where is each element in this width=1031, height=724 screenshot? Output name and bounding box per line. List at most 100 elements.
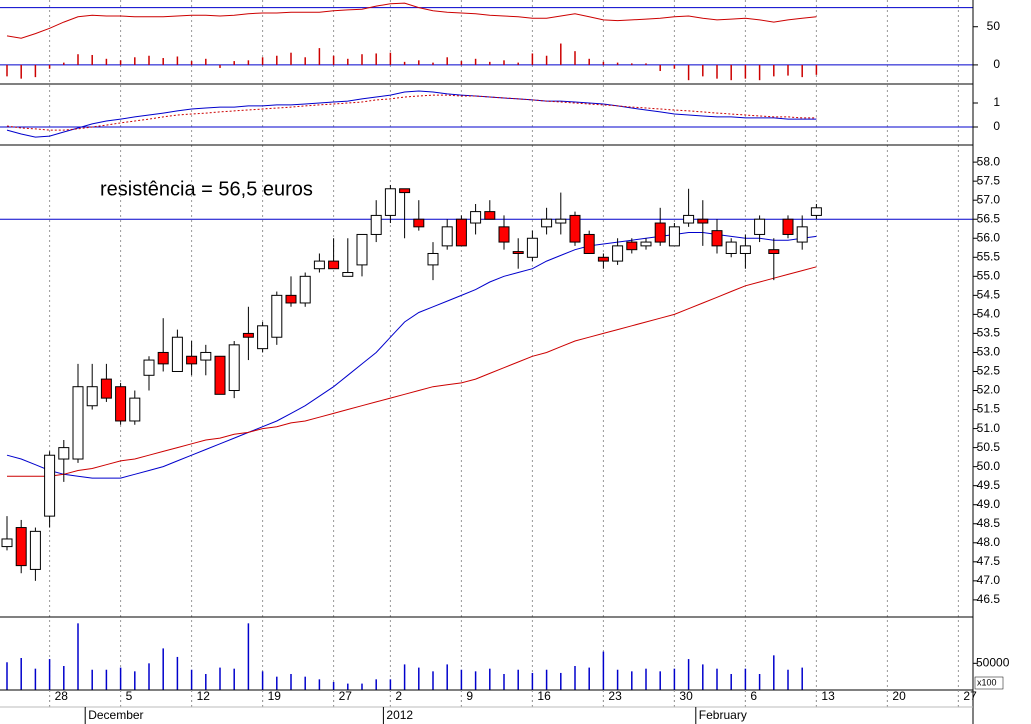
y-tick-label: 1 bbox=[993, 95, 1000, 109]
y-tick-label: 48.0 bbox=[977, 535, 1001, 549]
candle-body bbox=[129, 397, 141, 422]
candle-body bbox=[257, 325, 269, 350]
candle-body bbox=[115, 386, 127, 422]
y-tick-label: 50.5 bbox=[977, 440, 1001, 454]
x-tick-label: 27 bbox=[339, 689, 353, 703]
candle-body bbox=[512, 251, 524, 254]
candle-body bbox=[186, 355, 198, 365]
x-tick-label: 23 bbox=[608, 689, 622, 703]
x-tick-label: 13 bbox=[821, 689, 835, 703]
y-tick-label: 0 bbox=[993, 57, 1000, 71]
candle-body bbox=[313, 260, 325, 270]
y-tick-label: 56.5 bbox=[977, 211, 1001, 225]
candle-body bbox=[299, 275, 311, 304]
candle-body bbox=[555, 218, 567, 224]
month-label: February bbox=[699, 708, 747, 722]
y-tick-label: 51.5 bbox=[977, 402, 1001, 416]
x-tick-label: 16 bbox=[537, 689, 551, 703]
x-tick-label: 27 bbox=[963, 689, 977, 703]
y-tick-label: 51.0 bbox=[977, 421, 1001, 435]
candle-body bbox=[612, 245, 624, 262]
candle-body bbox=[697, 218, 709, 224]
candle-body bbox=[470, 211, 482, 224]
month-label: 2012 bbox=[386, 708, 413, 722]
candle-body bbox=[754, 218, 766, 235]
candle-body bbox=[214, 355, 226, 395]
candle-body bbox=[683, 214, 695, 224]
x-tick-label: 28 bbox=[55, 689, 69, 703]
candle-body bbox=[782, 218, 794, 235]
candle-body bbox=[44, 454, 56, 517]
candle-body bbox=[455, 218, 467, 247]
candle-body bbox=[654, 222, 666, 243]
unit-box bbox=[974, 676, 1004, 690]
candle-body bbox=[171, 336, 183, 372]
candle-body bbox=[86, 386, 98, 407]
line bbox=[6, 90, 817, 138]
candle-body bbox=[768, 249, 780, 254]
unit-label: x100 bbox=[977, 677, 997, 687]
candle-body bbox=[626, 241, 638, 251]
candle-body bbox=[58, 447, 70, 460]
candle-body bbox=[399, 188, 411, 194]
line bbox=[6, 232, 817, 479]
candle-body bbox=[640, 241, 652, 247]
candle-body bbox=[100, 378, 112, 399]
y-tick-label: 54.5 bbox=[977, 288, 1001, 302]
x-tick-label: 30 bbox=[679, 689, 693, 703]
y-tick-label: 46.5 bbox=[977, 592, 1001, 606]
y-tick-label: 53.0 bbox=[977, 345, 1001, 359]
candle-body bbox=[441, 226, 453, 247]
candle-body bbox=[526, 237, 538, 258]
candle-body bbox=[72, 386, 84, 460]
x-tick-label: 6 bbox=[750, 689, 757, 703]
x-tick-label: 19 bbox=[268, 689, 282, 703]
candle-body bbox=[484, 211, 496, 220]
y-tick-label: 52.5 bbox=[977, 364, 1001, 378]
x-tick-label: 12 bbox=[197, 689, 211, 703]
y-tick-label: 55.0 bbox=[977, 268, 1001, 282]
y-tick-label: 0 bbox=[993, 119, 1000, 133]
candle-body bbox=[228, 344, 240, 392]
y-tick-label: 47.5 bbox=[977, 554, 1001, 568]
candle-body bbox=[597, 256, 609, 262]
y-tick-label: 58.0 bbox=[977, 154, 1001, 168]
y-tick-label: 50 bbox=[987, 19, 1001, 33]
line bbox=[7, 266, 817, 477]
candle-body bbox=[427, 252, 439, 266]
candle-body bbox=[384, 188, 396, 216]
y-tick-label: 53.5 bbox=[977, 326, 1001, 340]
y-tick-label: 57.0 bbox=[977, 192, 1001, 206]
candle-body bbox=[583, 233, 595, 254]
y-tick-label: 50000 bbox=[976, 656, 1010, 670]
line bbox=[6, 94, 817, 131]
candle-body bbox=[541, 218, 553, 228]
y-tick-label: 50.0 bbox=[977, 459, 1001, 473]
y-tick-label: 48.5 bbox=[977, 516, 1001, 530]
y-tick-label: 49.5 bbox=[977, 478, 1001, 492]
candle-body bbox=[242, 332, 254, 338]
candle-body bbox=[1, 538, 13, 548]
y-tick-label: 52.0 bbox=[977, 383, 1001, 397]
candle-body bbox=[15, 527, 27, 567]
candle-body bbox=[413, 218, 425, 228]
candle-body bbox=[569, 214, 581, 243]
y-tick-label: 49.0 bbox=[977, 497, 1001, 511]
candle-body bbox=[370, 214, 382, 235]
candle-body bbox=[725, 241, 737, 254]
candle-body bbox=[29, 530, 41, 570]
candle-body bbox=[711, 230, 723, 247]
candle-body bbox=[356, 233, 368, 266]
month-label: December bbox=[88, 708, 143, 722]
candle-body bbox=[498, 226, 510, 243]
candle-body bbox=[668, 226, 680, 247]
candle-body bbox=[200, 351, 212, 361]
y-tick-label: 57.5 bbox=[977, 173, 1001, 187]
candle-body bbox=[328, 260, 340, 270]
y-tick-label: 55.5 bbox=[977, 249, 1001, 263]
y-tick-label: 56.0 bbox=[977, 230, 1001, 244]
candle-body bbox=[342, 272, 354, 277]
candle-body bbox=[285, 294, 297, 304]
